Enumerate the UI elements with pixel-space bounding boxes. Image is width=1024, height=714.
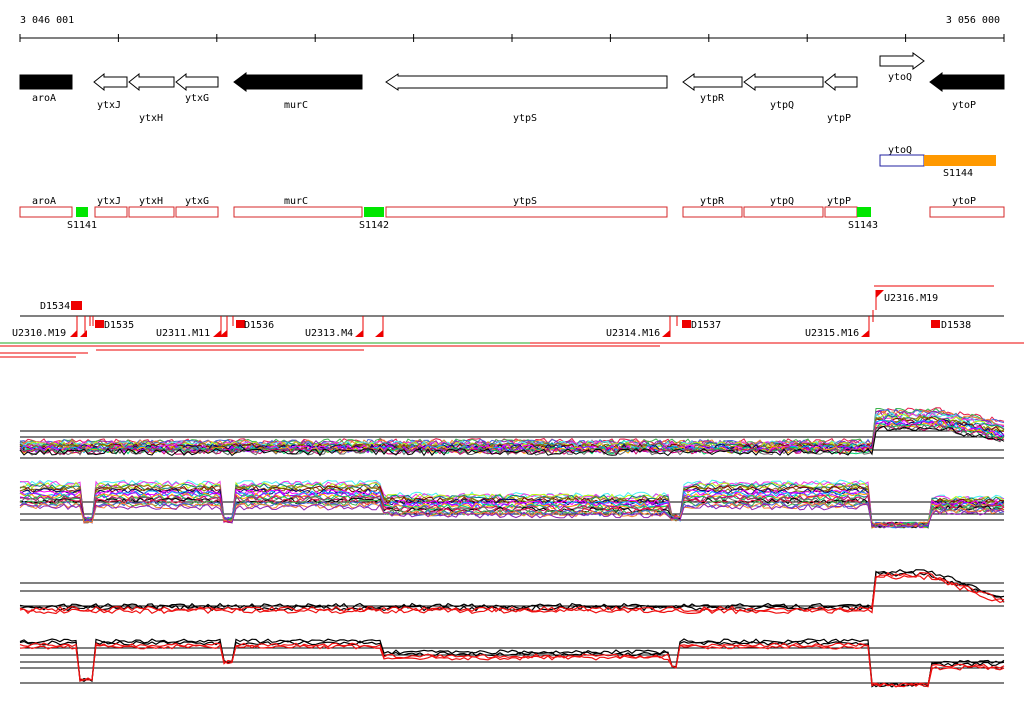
feature-box-ytxJ[interactable] [94,206,128,218]
sigma-box-S1141[interactable] [76,207,88,217]
gene-label-murC: murC [284,100,308,111]
feature-box-ytpP[interactable] [824,206,858,218]
segment-box-S1144[interactable] [924,155,996,166]
marker-D1534[interactable] [71,301,82,310]
segment-track: ytoQ S1144 [879,145,996,179]
expression-profiles-multicolor [19,407,1005,530]
gene-arrow-ytpQ[interactable] [743,73,824,91]
marker-label-U2314: U2314.M16 [606,328,660,339]
gene-arrow-ytpS[interactable] [385,73,668,91]
gene-arrow-murC[interactable] [233,72,363,92]
feature-box-ytpR[interactable] [682,206,743,218]
ruler-start-label: 3 046 001 [20,15,74,26]
feature-box-murC[interactable] [233,206,363,218]
gene-track: aroA ytxJ ytxH ytxG murC ytpS ytpR ytpQ … [19,52,1005,124]
feature-label-ytxG: ytxG [185,196,209,207]
gene-arrow-ytoP[interactable] [929,72,1005,92]
gene-arrow-ytpR[interactable] [682,73,743,91]
marker-label-U2316: U2316.M19 [884,293,938,304]
marker-D1536[interactable] [236,320,245,328]
gene-label-ytxJ: ytxJ [97,100,121,111]
sigma-box-S1143[interactable] [857,207,871,217]
marker-label-U2315: U2315.M16 [805,328,859,339]
coordinate-ruler: 3 046 001 3 056 000 [19,15,1005,42]
feature-label-aroA: aroA [32,196,56,207]
marker-label-U2310: U2310.M19 [12,328,66,339]
feature-track: aroA ytxJ ytxH ytxG murC ytpS ytpR ytpQ … [19,196,1005,231]
sigma-label-S1143: S1143 [848,220,878,231]
feature-label-ytoP: ytoP [952,196,976,207]
marker-D1538[interactable] [931,320,940,328]
gene-label-ytxG: ytxG [185,93,209,104]
gene-arrow-aroA[interactable] [19,74,73,90]
sigma-label-S1142: S1142 [359,220,389,231]
marker-label-U2313: U2313.M4 [305,328,353,339]
feature-label-ytpQ: ytpQ [770,196,794,207]
marker-label-U2311: U2311.M11 [156,328,210,339]
feature-box-ytpQ[interactable] [743,206,824,218]
feature-label-ytxJ: ytxJ [97,196,121,207]
marker-D1537[interactable] [682,320,691,328]
marker-label-D1534: D1534 [40,301,70,312]
feature-box-ytxH[interactable] [128,206,175,218]
feature-box-ytoP[interactable] [929,206,1005,218]
feature-label-ytxH: ytxH [139,196,163,207]
gene-arrow-ytxG[interactable] [175,72,219,92]
feature-box-ytxG[interactable] [175,206,219,218]
segment-label-S1144: S1144 [943,168,973,179]
expression-profiles-average [19,569,1005,688]
gene-label-ytoP: ytoP [952,100,976,111]
segment-label-ytoQ: ytoQ [888,145,912,156]
sigma-box-S1142[interactable] [364,207,384,217]
segment-box-ytoQ[interactable] [879,154,925,167]
marker-label-D1537: D1537 [691,320,721,331]
sigma-label-S1141: S1141 [67,220,97,231]
marker-label-D1538: D1538 [941,320,971,331]
feature-label-ytpS: ytpS [513,196,537,207]
ruler-ticks [19,34,1005,42]
feature-label-ytpP: ytpP [827,196,851,207]
gene-label-aroA: aroA [32,93,56,104]
gene-arrow-ytpP[interactable] [824,72,858,92]
feature-label-murC: murC [284,196,308,207]
feature-box-aroA[interactable] [19,206,73,218]
gene-label-ytxH: ytxH [139,113,163,124]
gene-label-ytpR: ytpR [700,93,725,104]
marker-label-D1535: D1535 [104,320,134,331]
gene-label-ytoQ: ytoQ [888,72,912,83]
marker-label-D1536: D1536 [244,320,274,331]
gene-arrow-ytoQ[interactable] [879,52,925,70]
marker-D1535[interactable] [95,320,104,328]
feature-label-ytpR: ytpR [700,196,725,207]
marker-track: D1534 D1535 U2310.M19 D1536 U2311.M11 U2… [0,285,1024,358]
gene-label-ytpS: ytpS [513,113,537,124]
gene-arrow-ytxJ[interactable] [93,72,128,92]
gene-label-ytpQ: ytpQ [770,100,794,111]
feature-box-ytpS[interactable] [385,206,668,218]
gene-label-ytpP: ytpP [827,113,851,124]
gene-arrow-ytxH[interactable] [128,72,175,92]
ruler-end-label: 3 056 000 [946,15,1000,26]
